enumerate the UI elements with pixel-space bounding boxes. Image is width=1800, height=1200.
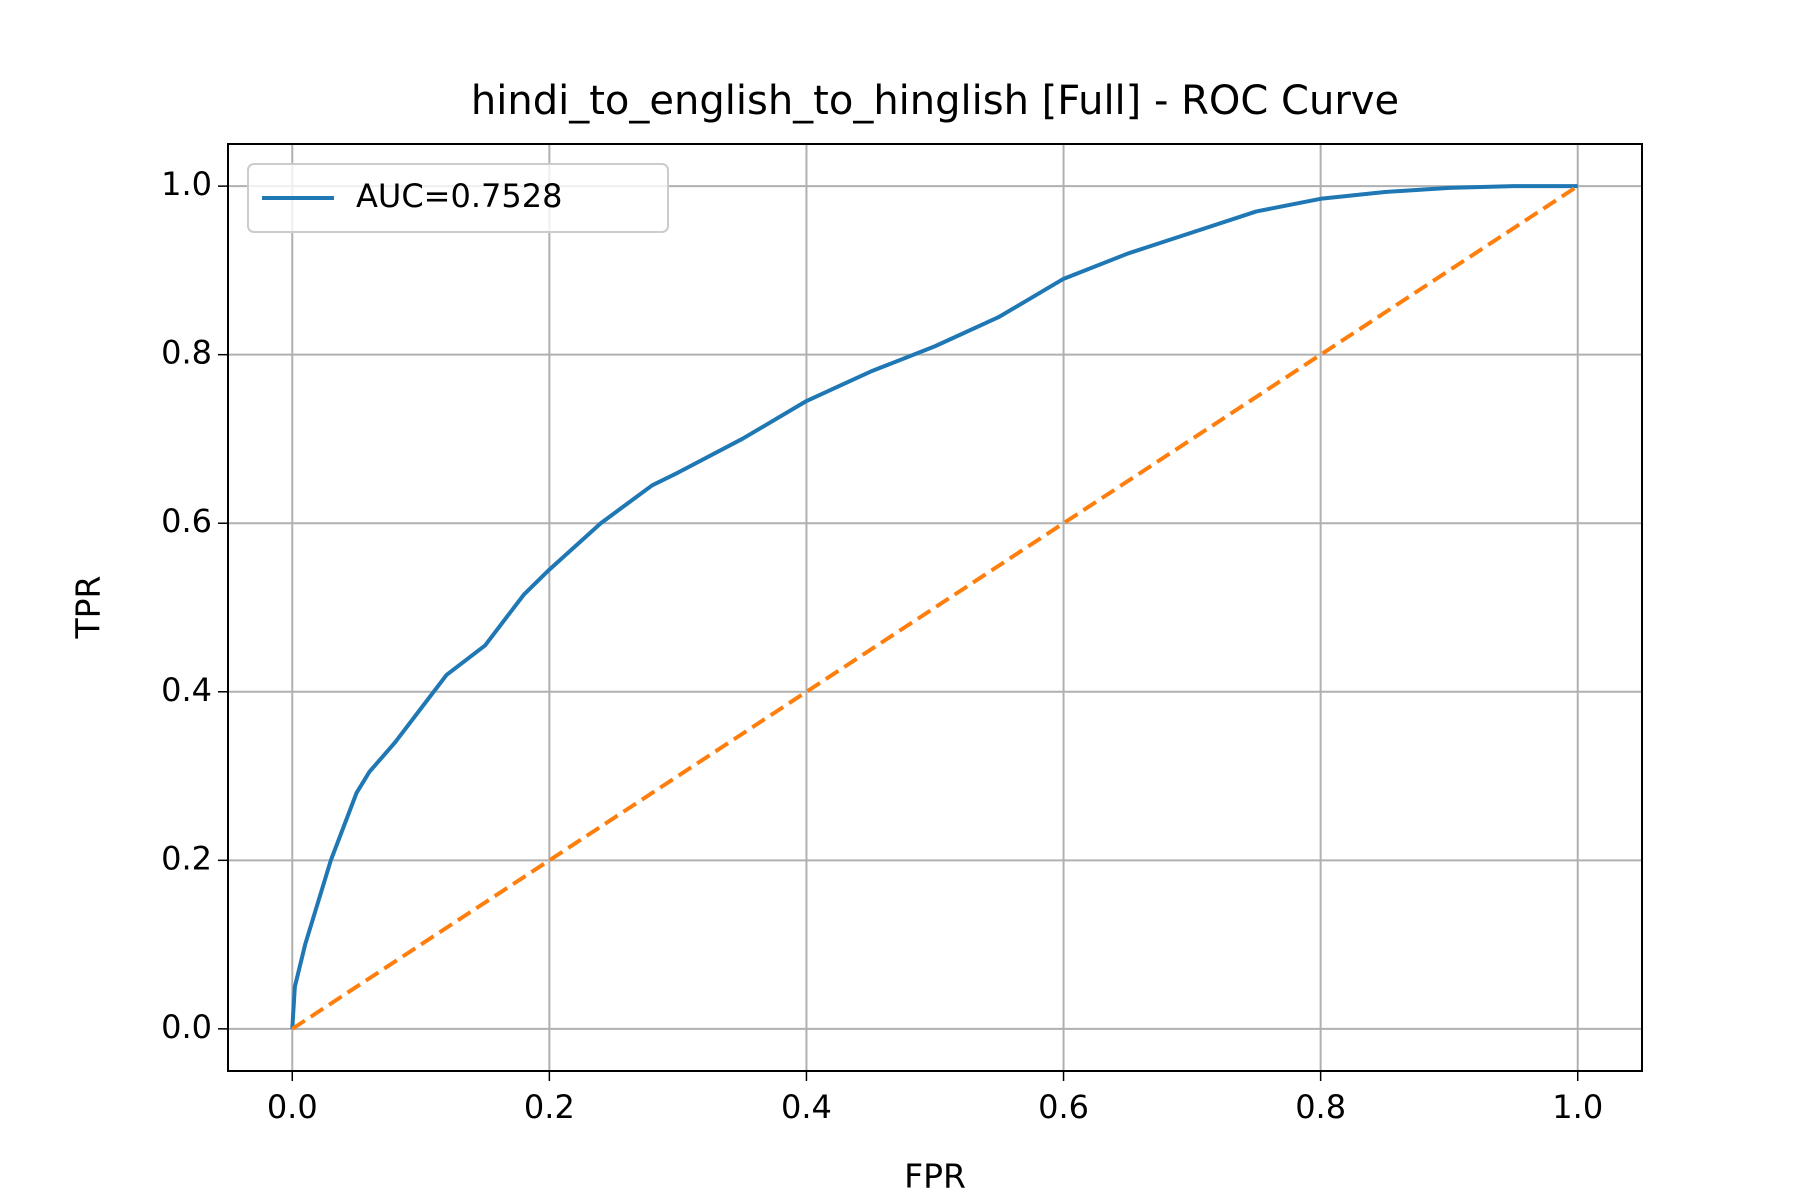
y-tick-label: 0.0 <box>161 1008 212 1046</box>
plot-frame <box>227 143 1643 1072</box>
x-tick-label: 1.0 <box>1552 1088 1603 1126</box>
y-tick-label: 0.4 <box>161 671 212 709</box>
legend-label: AUC=0.7528 <box>356 177 562 215</box>
y-tick-label: 1.0 <box>161 165 212 203</box>
chart-title: hindi_to_english_to_hinglish [Full] - RO… <box>471 78 1399 124</box>
y-axis-label: TPR <box>69 576 108 640</box>
series-line <box>290 184 1578 1029</box>
y-tick-label: 0.8 <box>161 334 212 372</box>
legend-box <box>247 163 669 233</box>
x-tick-label: 0.0 <box>267 1088 318 1126</box>
x-tick-label: 0.4 <box>781 1088 832 1126</box>
series-line <box>291 184 1579 1031</box>
x-tick-label: 0.8 <box>1295 1088 1346 1126</box>
y-tick-label: 0.6 <box>161 502 212 540</box>
x-tick-label: 0.2 <box>524 1088 575 1126</box>
x-axis-label: FPR <box>904 1157 966 1196</box>
y-tick-label: 0.2 <box>161 839 212 877</box>
x-tick-label: 0.6 <box>1038 1088 1089 1126</box>
